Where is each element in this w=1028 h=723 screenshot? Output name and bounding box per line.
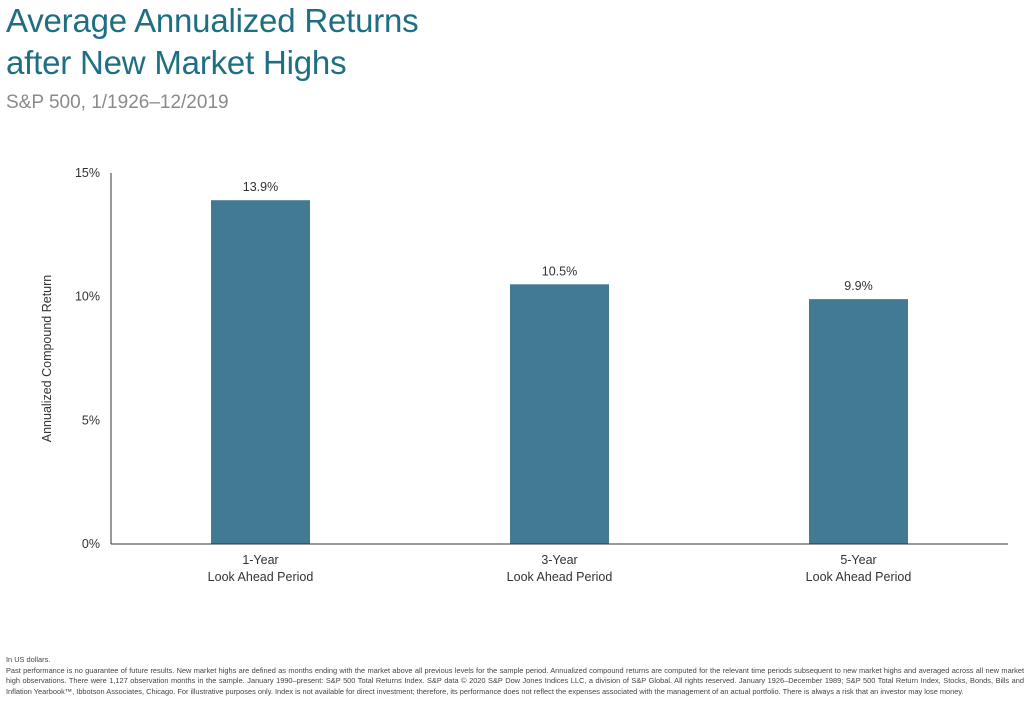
bar	[211, 200, 310, 544]
y-tick-label: 5%	[82, 413, 100, 427]
x-tick-label: 3-Year	[541, 553, 577, 567]
y-axis-title: Annualized Compound Return	[40, 275, 54, 443]
y-tick-label: 0%	[82, 537, 100, 551]
footnote-disclaimer: Past performance is no guarantee of futu…	[6, 665, 1024, 696]
bar	[510, 284, 609, 544]
data-label: 10.5%	[542, 264, 577, 278]
x-tick-label: Look Ahead Period	[806, 570, 912, 584]
chart-title-line-1: Average Annualized Returns	[6, 2, 419, 39]
footnotes: In US dollars. Past performance is no gu…	[6, 655, 1024, 697]
x-tick-label: 1-Year	[242, 553, 278, 567]
chart-title-line-2: after New Market Highs	[6, 44, 347, 81]
x-tick-label: Look Ahead Period	[507, 570, 613, 584]
footnote-currency: In US dollars.	[6, 655, 51, 664]
bar-chart: 0% 5% 10% 15% 13.9% 10.5% 9.9% 1-Year Look Ahe…	[40, 166, 1008, 584]
bars	[211, 200, 908, 544]
chart-subtitle: S&P 500, 1/1926–12/2019	[6, 92, 229, 113]
data-labels: 13.9% 10.5% 9.9%	[243, 180, 873, 293]
y-axis-ticks: 0% 5% 10% 15%	[75, 166, 100, 551]
y-tick-label: 10%	[75, 290, 100, 304]
data-label: 9.9%	[844, 279, 873, 293]
data-label: 13.9%	[243, 180, 278, 194]
bar	[809, 299, 908, 544]
y-tick-label: 15%	[75, 166, 100, 180]
x-tick-label: Look Ahead Period	[208, 570, 314, 584]
x-axis-labels: 1-Year Look Ahead Period 3-Year Look Ahead …	[208, 553, 912, 584]
x-tick-label: 5-Year	[840, 553, 876, 567]
chart-title: Average Annualized Returns after New Mar…	[6, 0, 419, 84]
